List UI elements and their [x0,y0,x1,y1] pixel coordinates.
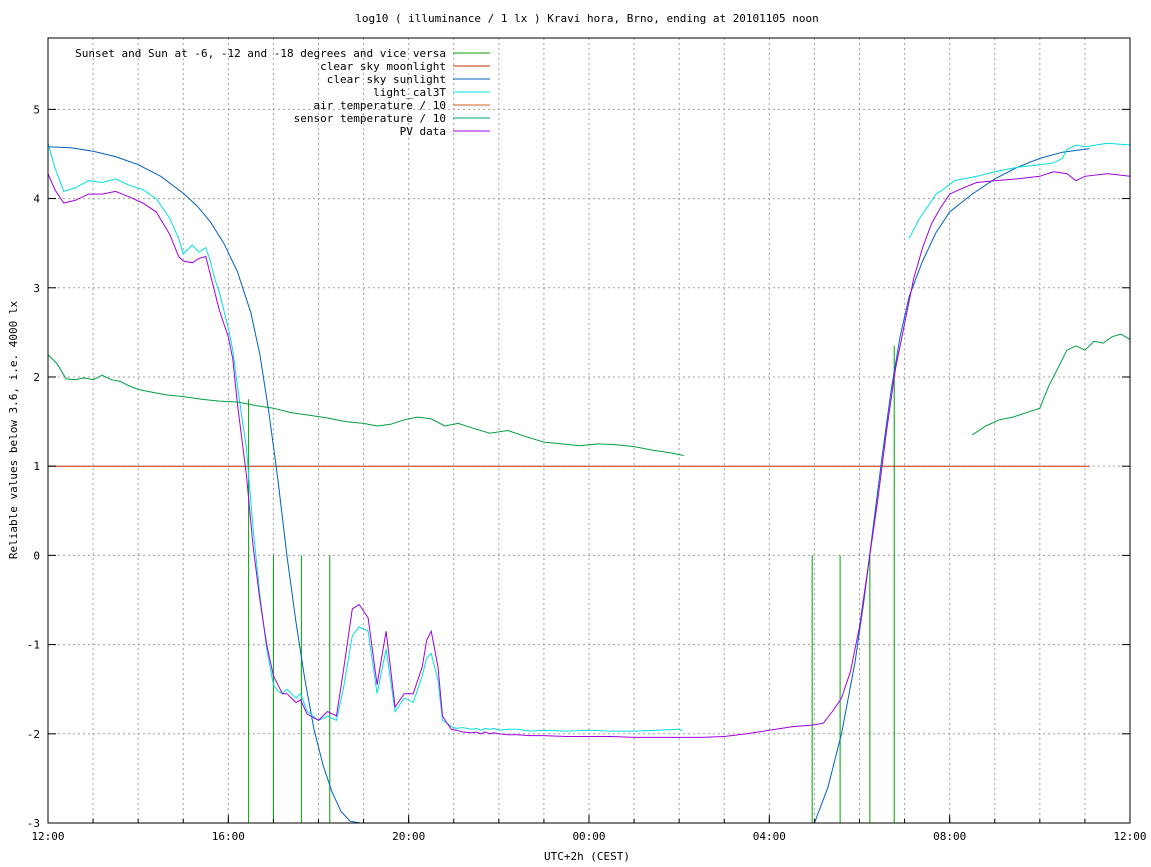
series-line-light-cal3t [48,143,683,732]
legend-label-sunset-and-sun-at-6-12-and-18-degrees-and-vice-versa: Sunset and Sun at -6, -12 and -18 degree… [75,47,446,60]
y-tick-label: -1 [27,639,40,652]
x-tick-label: 04:00 [753,830,786,843]
legend-label-clear-sky-moonlight: clear sky moonlight [320,60,446,73]
chart-title: log10 ( illuminance / 1 lx ) Kravi hora,… [355,12,819,25]
x-tick-label: 00:00 [572,830,605,843]
y-tick-label: 1 [33,460,40,473]
y-tick-label: -3 [27,817,40,830]
x-tick-label: 20:00 [392,830,425,843]
x-tick-label: 12:00 [1113,830,1146,843]
tick-layer: -3 -2 -1 0 1 2 3 4 5 12:00 16:00 20:00 00:00 04:00 08:… [27,103,1147,843]
y-tick-label: 3 [33,282,40,295]
y-tick-label: -2 [27,728,40,741]
series-line-temperature-curve [971,333,1130,436]
legend-label-air-temperature-10: air temperature / 10 [314,99,446,112]
series-line-pv-data [48,171,1130,738]
legend-label-clear-sky-sunlight: clear sky sunlight [327,73,446,86]
x-axis-label: UTC+2h (CEST) [544,850,630,863]
y-axis-label: Reliable values below 3.6, i.e. 4000 lx [7,300,20,559]
x-tick-label: 16:00 [212,830,245,843]
y-tick-label: 5 [33,103,40,116]
y-tick-label: 2 [33,371,40,384]
legend-label-light-cal3t: light_cal3T [373,86,446,99]
legend-label-sensor-temperature-10: sensor temperature / 10 [294,112,446,125]
series-line-temperature-curve [48,354,684,456]
series-line-light-cal3t [908,142,1130,239]
legend: Sunset and Sun at -6, -12 and -18 degree… [75,47,490,138]
x-tick-label: 08:00 [933,830,966,843]
series-layer [48,142,1130,823]
y-tick-label: 4 [33,193,40,206]
legend-label-pv-data: PV data [400,125,446,138]
y-tick-label: 0 [33,549,40,562]
x-tick-label: 12:00 [31,830,64,843]
series-line-clear-sky-sunlight [48,146,361,823]
